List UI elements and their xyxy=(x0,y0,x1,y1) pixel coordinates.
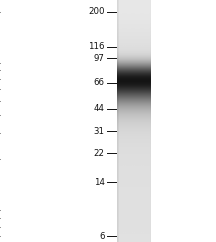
Text: 31: 31 xyxy=(94,127,105,136)
Text: 44: 44 xyxy=(94,104,105,113)
Text: 22: 22 xyxy=(94,149,105,158)
Text: 116: 116 xyxy=(88,42,105,51)
Text: 6: 6 xyxy=(99,232,105,241)
Text: 66: 66 xyxy=(94,78,105,87)
Text: 200: 200 xyxy=(88,7,105,16)
Text: 14: 14 xyxy=(94,178,105,187)
Text: 97: 97 xyxy=(94,53,105,63)
